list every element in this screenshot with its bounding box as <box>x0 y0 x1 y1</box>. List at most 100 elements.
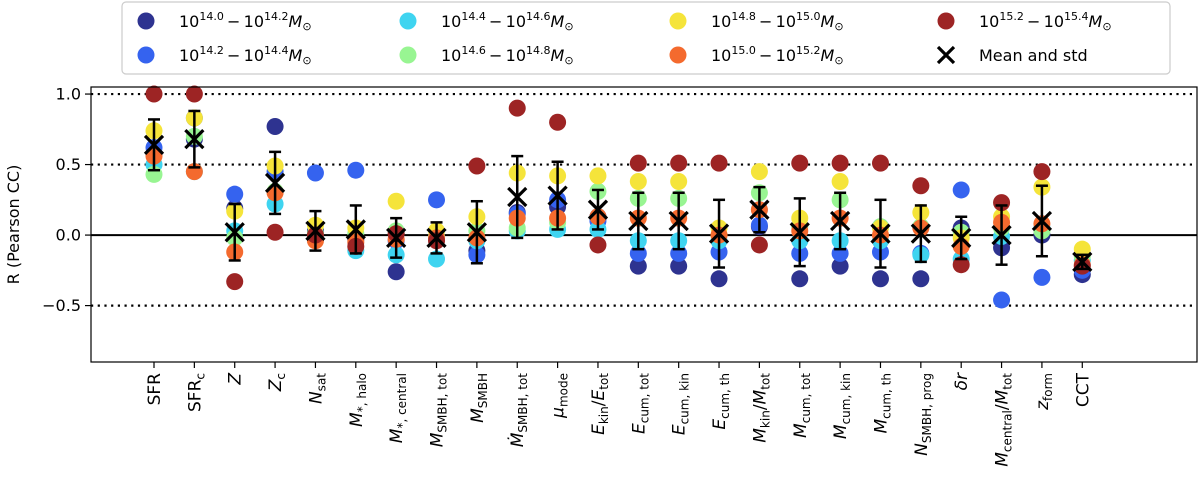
legend-item: 1014.6 − 1014.8M⊙ <box>399 44 574 67</box>
x-tick-label-sub: form <box>1041 373 1055 401</box>
legend-item: 1014.2 − 1014.4M⊙ <box>137 44 312 67</box>
series-group <box>145 147 1091 274</box>
x-tick-label-sub: cum, kin <box>839 373 853 424</box>
x-tick-label: Mcentral/Mtot <box>993 373 1015 467</box>
data-point <box>831 172 849 190</box>
legend-label-part: 10 <box>711 12 731 31</box>
x-tick-label-sub: cum, tot <box>799 373 813 424</box>
x-tick-label-base: M <box>468 408 488 423</box>
legend-label-part: − 10 <box>756 46 796 65</box>
legend-label-part: 10 <box>979 12 999 31</box>
data-point <box>387 192 405 210</box>
x-tick-label: Ecum, th <box>710 373 732 430</box>
x-tick-label: MSMBH <box>468 373 490 423</box>
mean-marker <box>345 219 366 240</box>
x-tick-label-base: M <box>791 423 811 438</box>
data-point <box>226 185 244 203</box>
legend-label-part: 14.8 <box>526 44 551 57</box>
x-tick-label-base: δr <box>952 372 972 390</box>
data-point <box>145 85 163 103</box>
legend-label-part: ⊙ <box>1102 20 1111 33</box>
data-point <box>589 167 607 185</box>
x-tick-label: SFR <box>145 373 165 406</box>
plot-frame <box>90 86 1198 363</box>
x-tick-label: Z <box>226 373 246 386</box>
data-point <box>306 164 324 182</box>
data-point <box>266 117 284 135</box>
data-point <box>670 154 688 172</box>
x-tick-label: M*, halo <box>347 373 369 427</box>
data-point <box>508 99 526 117</box>
legend-label: Mean and std <box>979 46 1088 65</box>
legend-item: 1014.4 − 1014.6M⊙ <box>399 10 574 33</box>
legend-label-part: ⊙ <box>302 54 311 67</box>
x-tick-label-base: M <box>428 432 448 447</box>
legend-label-part: M <box>821 46 835 65</box>
legend-label-part: ⊙ <box>564 20 573 33</box>
legend-label-part: 14.4 <box>461 10 486 23</box>
data-point <box>791 270 809 288</box>
x-tick-label: Ekin/Etot <box>589 373 611 435</box>
x-tick-label: Ecum, kin <box>670 373 692 435</box>
legend-label-part: M <box>289 12 303 31</box>
series-group <box>145 109 1091 309</box>
legend-label-part: 14.6 <box>461 44 486 57</box>
legend-label-part: − 10 <box>224 12 264 31</box>
series-group <box>145 117 1091 288</box>
mean-marker <box>789 222 810 243</box>
legend-label-part: − 10 <box>756 12 796 31</box>
legend-marker <box>669 46 687 64</box>
x-tick-label-sub: *, central <box>395 373 409 429</box>
x-tick-label-sub: SMBH <box>476 373 490 408</box>
data-point <box>387 263 405 281</box>
x-tick-label-base: Z <box>266 379 286 392</box>
x-tick-label-sub: mode <box>557 373 571 407</box>
data-point <box>831 257 849 275</box>
series-group <box>145 85 1091 291</box>
data-point <box>670 257 688 275</box>
legend-item: Mean and std <box>936 45 1088 65</box>
legend-label: 1014.2 − 1014.4M⊙ <box>179 44 312 67</box>
data-point <box>912 270 930 288</box>
legend-label-part: 15.2 <box>796 44 821 57</box>
legend-item: 1015.2 − 1015.4M⊙ <box>937 10 1112 33</box>
x-tick-label-base: Ṁ <box>507 432 528 447</box>
x-tick-label-base: M <box>750 428 770 443</box>
x-tick-label-denom-base: M <box>750 389 770 404</box>
data-point <box>1033 268 1051 286</box>
x-tick-label-sub: central <box>1001 410 1015 452</box>
data-point <box>952 256 970 274</box>
x-tick-label-sub: c <box>274 373 288 380</box>
mean-marker <box>386 227 407 249</box>
mean-marker <box>547 185 568 206</box>
legend-label-part: M <box>1089 12 1103 31</box>
legend-label-part: ⊙ <box>564 54 573 67</box>
mean-marker <box>224 222 245 243</box>
data-point <box>831 154 849 172</box>
data-point <box>791 154 809 172</box>
data-point <box>428 250 446 268</box>
x-tick-label-base: M <box>871 419 891 434</box>
legend-label-part: 14.4 <box>264 44 289 57</box>
x-tick-label-sub: cum, th <box>879 373 893 419</box>
x-tick-label-denom-sub: tot <box>758 373 772 390</box>
mean-marker <box>1072 251 1093 273</box>
x-tick-label-sub: kin <box>597 406 611 424</box>
mean-std-group <box>143 109 1093 273</box>
x-tick-label-base: E <box>670 424 690 435</box>
x-tick-label-sub: SMBH, tot <box>516 373 530 433</box>
data-point <box>1033 163 1051 181</box>
mean-marker <box>749 199 770 220</box>
data-point <box>993 194 1011 212</box>
mean-marker <box>264 172 286 194</box>
data-point <box>468 157 486 175</box>
x-tick-label: M*, central <box>387 373 409 443</box>
x-tick-label: CCT <box>1073 372 1093 407</box>
data-point <box>589 236 607 254</box>
data-point <box>912 177 930 195</box>
x-tick-label-base: M <box>387 428 407 443</box>
x-tick-label-slash: / <box>993 404 1013 410</box>
legend-label-part: ⊙ <box>834 54 843 67</box>
x-tick-label-base: N <box>306 391 326 404</box>
